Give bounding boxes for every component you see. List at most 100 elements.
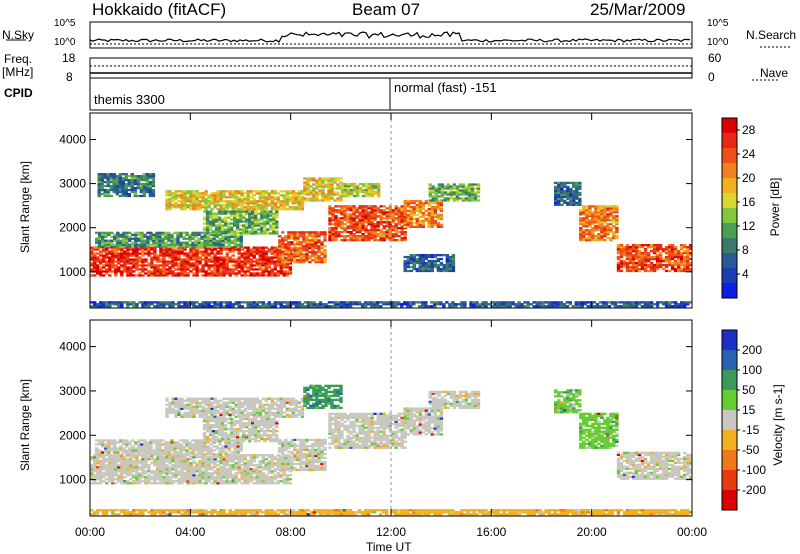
data-cell	[358, 207, 362, 210]
data-cell	[113, 237, 117, 240]
data-cell	[579, 219, 583, 222]
data-cell	[318, 301, 323, 304]
data-cell	[382, 227, 386, 230]
data-cell	[159, 462, 163, 465]
data-cell	[673, 267, 678, 271]
data-cell	[458, 191, 463, 194]
data-cell	[93, 456, 97, 459]
data-cell	[174, 256, 178, 259]
data-cell	[517, 303, 521, 306]
data-cell	[171, 482, 175, 485]
data-cell	[282, 264, 286, 267]
data-cell	[600, 237, 604, 240]
data-cell	[273, 198, 277, 201]
data-cell	[105, 468, 109, 471]
data-cell	[415, 254, 419, 257]
data-cell	[219, 303, 223, 306]
data-cell	[205, 214, 210, 217]
data-cell	[108, 480, 112, 483]
data-cell	[337, 223, 341, 226]
data-cell	[415, 223, 419, 226]
data-cell	[213, 274, 217, 277]
data-cell	[202, 226, 207, 229]
data-cell	[409, 223, 413, 226]
data-cell	[258, 250, 262, 253]
data-cell	[445, 263, 450, 267]
data-cell	[585, 209, 589, 212]
data-cell	[400, 215, 404, 218]
data-cell	[409, 305, 413, 308]
data-cell	[282, 190, 286, 193]
data-cell	[108, 472, 112, 475]
data-cell	[156, 260, 160, 263]
data-cell	[194, 233, 198, 236]
data-cell	[574, 303, 578, 306]
data-cell	[281, 245, 285, 248]
data-cell	[261, 260, 265, 263]
data-cell	[375, 301, 380, 304]
data-cell	[97, 182, 101, 186]
data-cell	[449, 191, 454, 194]
data-cell	[437, 183, 442, 186]
data-cell	[204, 464, 208, 467]
data-cell	[246, 254, 250, 257]
data-cell	[189, 198, 193, 201]
data-cell	[246, 246, 250, 249]
data-cell	[649, 303, 654, 306]
data-cell	[315, 197, 319, 200]
data-cell	[204, 478, 208, 481]
data-cell	[173, 243, 177, 246]
data-cell	[218, 243, 222, 246]
data-cell	[643, 269, 648, 273]
data-cell	[291, 301, 296, 304]
data-cell	[370, 188, 375, 192]
data-cell	[227, 243, 231, 246]
data-cell	[272, 212, 276, 215]
data-cell	[117, 466, 121, 469]
data-cell	[433, 303, 437, 306]
data-cell	[430, 301, 434, 304]
data-cell	[204, 456, 208, 459]
data-cell	[144, 252, 148, 255]
data-cell	[460, 305, 464, 308]
data-cell	[575, 203, 579, 206]
data-cell	[643, 252, 648, 255]
data-cell	[165, 472, 169, 475]
data-cell	[361, 190, 366, 194]
data-cell	[355, 192, 360, 196]
data-cell	[541, 301, 545, 304]
data-cell	[215, 235, 219, 238]
data-cell	[239, 239, 243, 242]
data-cell	[370, 211, 374, 214]
data-cell	[124, 192, 128, 196]
data-cell	[585, 219, 589, 222]
data-cell	[311, 259, 315, 262]
data-cell	[111, 252, 115, 255]
data-cell	[192, 472, 196, 475]
data-cell	[137, 237, 141, 240]
data-cell	[243, 470, 247, 473]
data-cell	[427, 215, 431, 219]
data-cell	[433, 207, 437, 211]
data-cell	[412, 303, 416, 306]
data-cell	[192, 272, 196, 275]
data-cell	[355, 235, 359, 238]
data-cell	[195, 480, 199, 483]
data-cell	[153, 482, 157, 485]
data-cell	[108, 470, 112, 473]
data-cell	[144, 260, 148, 263]
data-cell	[436, 259, 441, 263]
data-cell	[221, 237, 225, 240]
data-cell	[370, 184, 375, 188]
data-cell	[123, 266, 127, 269]
data-cell	[189, 464, 193, 467]
data-cell	[192, 305, 196, 308]
data-cell	[195, 250, 199, 253]
data-cell	[125, 231, 129, 234]
data-cell	[180, 462, 184, 465]
data-cell	[233, 235, 237, 238]
data-cell	[643, 303, 648, 306]
data-cell	[148, 182, 153, 186]
data-cell	[183, 258, 187, 261]
data-cell	[210, 274, 214, 277]
